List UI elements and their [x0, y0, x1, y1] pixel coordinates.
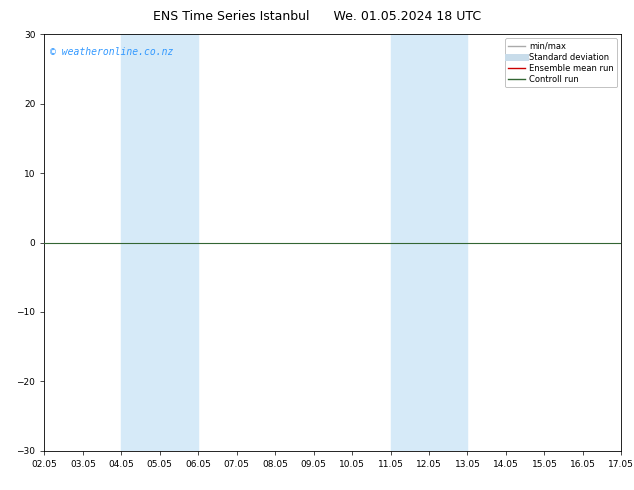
Legend: min/max, Standard deviation, Ensemble mean run, Controll run: min/max, Standard deviation, Ensemble me…	[505, 39, 617, 87]
Text: ENS Time Series Istanbul      We. 01.05.2024 18 UTC: ENS Time Series Istanbul We. 01.05.2024 …	[153, 10, 481, 23]
Bar	[160, 34, 198, 451]
Text: © weatheronline.co.nz: © weatheronline.co.nz	[50, 47, 174, 57]
Bar	[121, 34, 160, 451]
Bar	[429, 34, 467, 451]
Bar	[391, 34, 429, 451]
